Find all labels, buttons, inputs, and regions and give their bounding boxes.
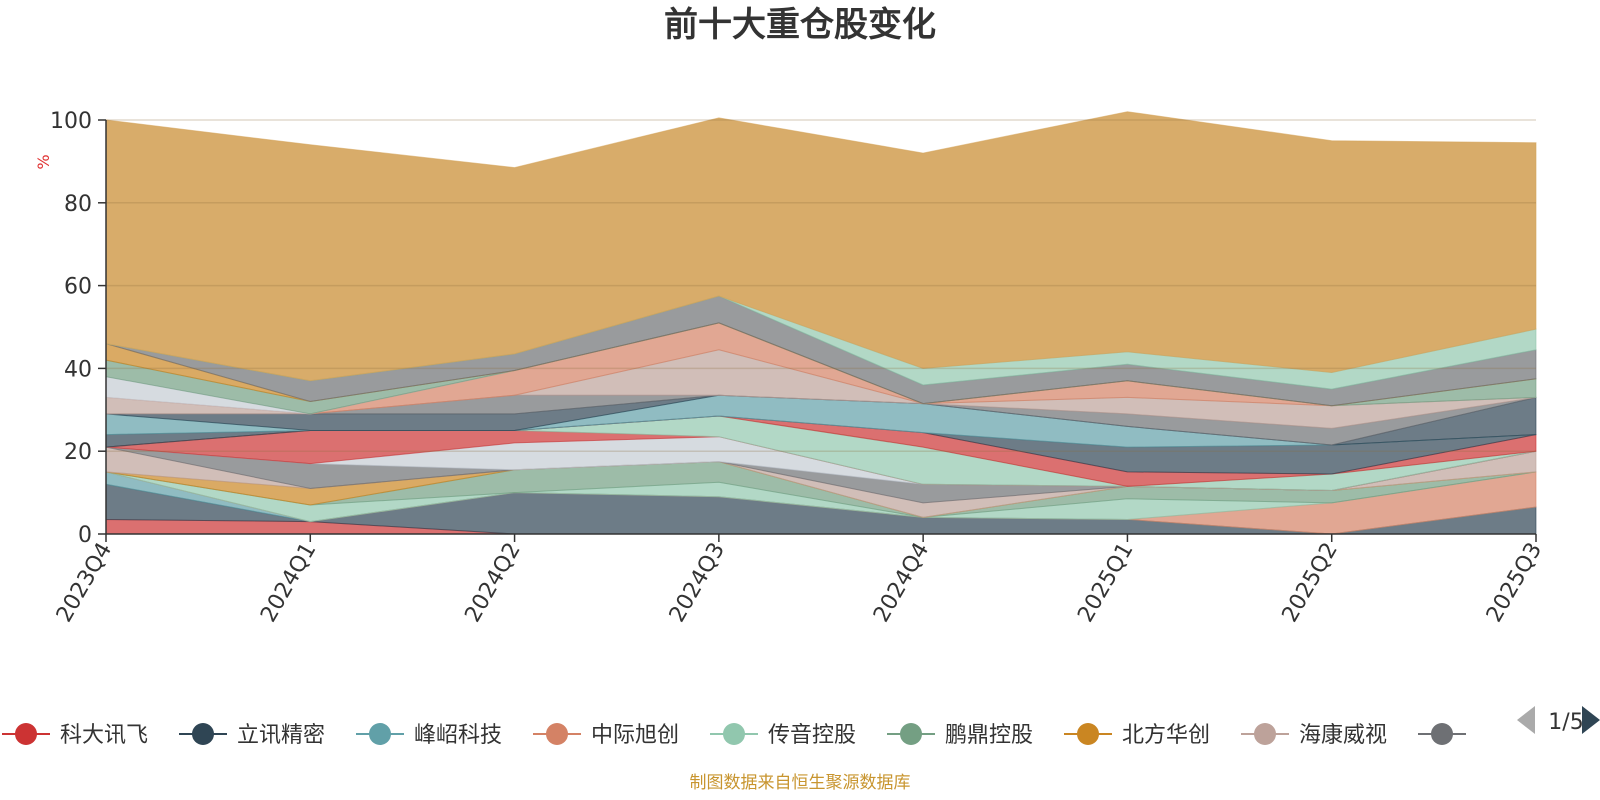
legend-pager: 1/5 [1517, 706, 1600, 735]
legend-label: 鹏鼎控股 [945, 723, 1033, 748]
legend-item[interactable]: 科大讯飞 [2, 723, 148, 748]
y-tick-label: 100 [50, 109, 92, 134]
legend-label: 科大讯飞 [60, 723, 148, 748]
legend-label: 海康威视 [1299, 723, 1387, 748]
grid-lines [106, 119, 1536, 452]
y-axis-ticks: 0 20 40 60 80 100 [50, 109, 106, 548]
legend-circle-icon [1077, 723, 1099, 745]
y-tick-label: 20 [64, 440, 92, 465]
x-tick-label: 2024Q1 [256, 539, 321, 627]
legend-circle-icon [723, 723, 745, 745]
data-source-note: 制图数据来自恒生聚源数据库 [690, 773, 911, 793]
x-axis-ticks: 2023Q4 2024Q1 2024Q2 2024Q3 2024Q4 2025Q1 2025… [52, 534, 1547, 627]
legend-label: 峰岹科技 [414, 723, 502, 748]
y-tick-label: 60 [64, 275, 92, 300]
legend-item[interactable]: 鹏鼎控股 [887, 723, 1033, 748]
area-series-25 [105, 111, 1537, 382]
legend-circle-icon [1431, 723, 1453, 745]
legend-circle-icon [369, 723, 391, 745]
legend-circle-icon [900, 723, 922, 745]
legend-item[interactable] [1418, 723, 1466, 745]
legend-item[interactable]: 传音控股 [710, 723, 856, 748]
legend-item[interactable]: 北方华创 [1064, 723, 1210, 748]
y-tick-label: 40 [64, 357, 92, 382]
axes [105, 120, 1536, 535]
legend-items: 科大讯飞 立讯精密 峰岹科技 中际旭创 传音控股 鹏鼎控股 北方华创 海康威视 [2, 723, 1466, 748]
legend-item[interactable]: 中际旭创 [533, 723, 679, 748]
x-tick-label: 2025Q2 [1278, 539, 1343, 627]
legend-item[interactable]: 峰岹科技 [356, 723, 502, 748]
stacked-areas [105, 111, 1537, 535]
legend-circle-icon [1254, 723, 1276, 745]
legend-label: 北方华创 [1122, 723, 1210, 748]
y-axis-unit: % [34, 154, 53, 169]
legend-item[interactable]: 立讯精密 [179, 723, 325, 748]
legend-label: 传音控股 [768, 723, 856, 748]
chart-title: 前十大重仓股变化 [664, 5, 936, 45]
legend-circle-icon [192, 723, 214, 745]
x-tick-label: 2024Q4 [869, 539, 934, 627]
legend-item[interactable]: 海康威视 [1241, 723, 1387, 748]
y-tick-label: 80 [64, 192, 92, 217]
y-tick-label: 0 [78, 523, 92, 548]
legend: 科大讯飞 立讯精密 峰岹科技 中际旭创 传音控股 鹏鼎控股 北方华创 海康威视 [2, 723, 1466, 748]
x-tick-label: 2025Q3 [1482, 539, 1547, 627]
legend-circle-icon [15, 723, 37, 745]
x-tick-label: 2024Q3 [665, 539, 730, 627]
legend-label: 中际旭创 [591, 723, 679, 748]
triangle-left-icon[interactable] [1517, 706, 1535, 734]
x-tick-label: 2024Q2 [460, 539, 525, 627]
legend-label: 立讯精密 [237, 723, 325, 748]
legend-circle-icon [546, 723, 568, 745]
x-tick-label: 2025Q1 [1073, 539, 1138, 627]
legend-page-indicator: 1/5 [1548, 710, 1583, 735]
x-tick-label: 2023Q4 [52, 539, 117, 627]
triangle-right-icon[interactable] [1582, 706, 1600, 734]
